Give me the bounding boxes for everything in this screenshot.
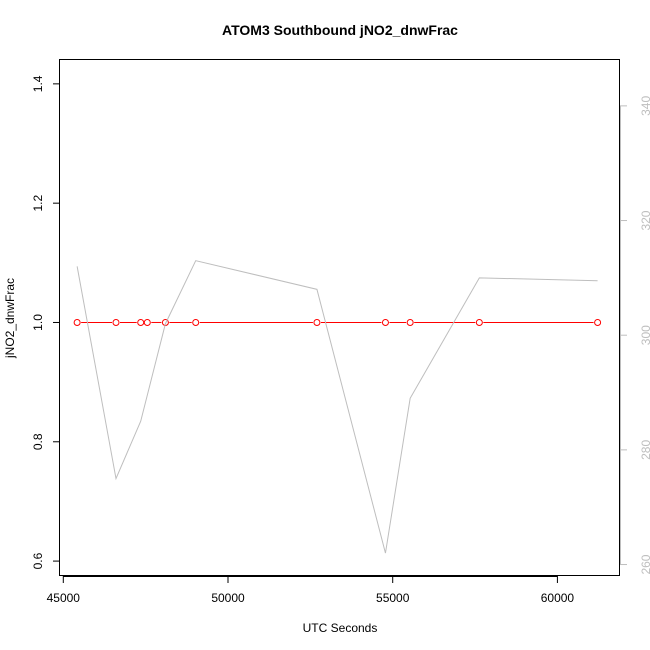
x-tick-label: 50000 bbox=[211, 591, 245, 605]
series-0-point bbox=[594, 318, 602, 326]
series-0-point bbox=[475, 318, 483, 326]
series-0-point bbox=[313, 318, 321, 326]
y-axis-label: jNO2_dnwFrac bbox=[3, 278, 17, 359]
chart-title: ATOM3 Southbound jNO2_dnwFrac bbox=[222, 22, 458, 38]
y2-tick-label: 280 bbox=[639, 440, 650, 460]
x-tick-label: 45000 bbox=[47, 591, 81, 605]
y-tick-label: 0.6 bbox=[31, 552, 45, 569]
y2-tick-label: 320 bbox=[639, 210, 650, 230]
y-tick-label: 1.2 bbox=[31, 195, 45, 212]
y-tick-label: 1.4 bbox=[31, 75, 45, 92]
series-0-point bbox=[137, 318, 145, 326]
y-tick-label: 0.8 bbox=[31, 433, 45, 450]
x-tick-label: 60000 bbox=[541, 591, 575, 605]
y-tick-label: 1.0 bbox=[31, 314, 45, 331]
y2-tick-label: 260 bbox=[639, 554, 650, 574]
series-0-point bbox=[112, 318, 120, 326]
chart-marks: 45000 50000 55000 60000 0.6 0.8 1.0 1.2 1.4 260 28… bbox=[31, 75, 650, 605]
x-axis-label: UTC Seconds bbox=[303, 621, 378, 635]
series-0-point bbox=[406, 318, 414, 326]
y2-tick-label: 300 bbox=[639, 325, 650, 345]
series-0-point bbox=[192, 318, 200, 326]
series-0-point bbox=[143, 318, 151, 326]
series-1-line bbox=[76, 260, 598, 554]
series-0-point bbox=[73, 318, 81, 326]
series-0-point bbox=[381, 318, 389, 326]
y2-tick-label: 340 bbox=[639, 96, 650, 116]
x-tick-label: 55000 bbox=[376, 591, 410, 605]
